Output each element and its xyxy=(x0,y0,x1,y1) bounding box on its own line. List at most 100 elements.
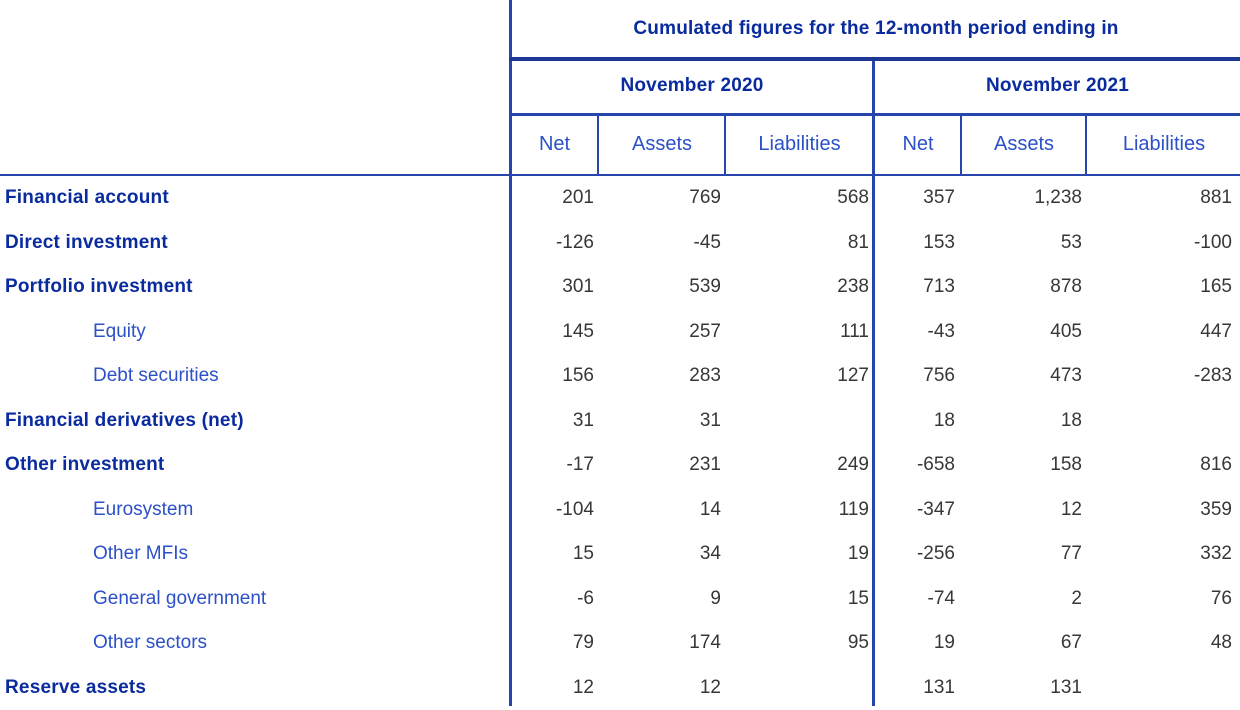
cell-net-2021: 153 xyxy=(923,231,955,253)
table-row: General government -6 9 15 -74 2 76 xyxy=(0,577,1240,622)
row-label: Direct investment xyxy=(5,231,168,253)
column-group-november-2020: November 2020 xyxy=(620,75,764,96)
cell-assets-2020: 9 xyxy=(710,587,721,609)
table-row: Other sectors 79 174 95 19 67 48 xyxy=(0,621,1240,666)
row-label: Reserve assets xyxy=(5,676,147,698)
row-label: Eurosystem xyxy=(93,498,194,520)
cell-assets-2021: 77 xyxy=(1060,543,1082,565)
year-group-divider-rule xyxy=(872,57,875,706)
cell-net-2020: 145 xyxy=(562,320,594,342)
column-header-assets-2021: Assets xyxy=(993,133,1055,155)
cell-net-2020: 201 xyxy=(562,187,594,209)
column-header-assets-2020: Assets xyxy=(631,133,693,155)
cell-net-2021: -658 xyxy=(916,454,955,476)
cell-net-2020: -6 xyxy=(577,587,594,609)
row-label: Other MFIs xyxy=(93,543,189,565)
cell-assets-2021: 473 xyxy=(1050,365,1082,387)
header-middle-rule xyxy=(509,113,1240,116)
header-top-rule xyxy=(509,57,1240,61)
table-row: Reserve assets 12 12 131 131 xyxy=(0,666,1240,710)
cell-assets-2021: 53 xyxy=(1060,231,1082,253)
cell-liabilities-2020: 19 xyxy=(847,543,869,565)
cell-assets-2020: -45 xyxy=(693,231,721,253)
cell-liabilities-2020: 238 xyxy=(837,276,869,298)
table-row: Direct investment -126 -45 81 153 53 -10… xyxy=(0,221,1240,266)
column-header-net-2021: Net xyxy=(902,133,934,155)
cell-net-2020: -104 xyxy=(555,498,594,520)
cell-assets-2020: 174 xyxy=(689,632,721,654)
column-header-liabilities-2020: Liabilities xyxy=(758,133,841,155)
cell-liabilities-2020: 95 xyxy=(847,632,869,654)
cell-net-2021: 713 xyxy=(923,276,955,298)
cell-liabilities-2020: 111 xyxy=(840,320,869,342)
cell-liabilities-2020: 81 xyxy=(847,231,869,253)
table-row: Eurosystem -104 14 119 -347 12 359 xyxy=(0,488,1240,533)
net-assets-divider-2020 xyxy=(597,115,599,176)
cell-liabilities-2021: 332 xyxy=(1200,543,1232,565)
row-label: Other investment xyxy=(5,454,165,476)
cell-liabilities-2021: -283 xyxy=(1193,365,1232,387)
table-row: Other investment -17 231 249 -658 158 81… xyxy=(0,443,1240,488)
cell-assets-2021: 12 xyxy=(1060,498,1082,520)
cell-assets-2020: 31 xyxy=(699,409,721,431)
cell-liabilities-2021: -100 xyxy=(1193,231,1232,253)
cell-liabilities-2021: 447 xyxy=(1200,320,1232,342)
cell-net-2021: 18 xyxy=(933,409,955,431)
cell-liabilities-2021: 881 xyxy=(1200,187,1232,209)
cell-net-2021: -43 xyxy=(927,320,955,342)
cell-assets-2021: 878 xyxy=(1050,276,1082,298)
cell-assets-2021: 405 xyxy=(1050,320,1082,342)
cell-assets-2020: 231 xyxy=(689,454,721,476)
row-label: Equity xyxy=(93,320,146,342)
cell-net-2021: 19 xyxy=(933,632,955,654)
cell-net-2021: -74 xyxy=(927,587,955,609)
row-label: Debt securities xyxy=(93,365,219,387)
row-label: Financial derivatives (net) xyxy=(5,409,244,431)
cell-liabilities-2021: 816 xyxy=(1200,454,1232,476)
table-body: Financial account 201 769 568 357 1,238 … xyxy=(0,176,1240,710)
spanning-header-title: Cumulated figures for the 12-month perio… xyxy=(633,17,1119,39)
cell-assets-2021: 2 xyxy=(1071,587,1082,609)
row-label: Portfolio investment xyxy=(5,276,193,298)
cell-assets-2020: 539 xyxy=(689,276,721,298)
row-label: Other sectors xyxy=(93,632,208,654)
table-row: Equity 145 257 111 -43 405 447 xyxy=(0,310,1240,355)
assets-liabilities-divider-2021 xyxy=(1085,115,1087,176)
cell-net-2021: -347 xyxy=(916,498,955,520)
cell-net-2020: 12 xyxy=(572,676,594,698)
table-left-data-rule xyxy=(509,0,512,706)
cell-net-2020: 31 xyxy=(572,409,594,431)
cell-assets-2020: 283 xyxy=(689,365,721,387)
cell-assets-2020: 769 xyxy=(689,187,721,209)
cell-assets-2021: 131 xyxy=(1050,676,1082,698)
cell-net-2021: 756 xyxy=(923,365,955,387)
column-group-november-2021: November 2021 xyxy=(985,75,1130,96)
cell-net-2020: 156 xyxy=(562,365,594,387)
column-header-liabilities-2021: Liabilities xyxy=(1122,133,1206,155)
cell-net-2021: 131 xyxy=(923,676,955,698)
cell-liabilities-2021: 76 xyxy=(1210,587,1232,609)
cell-net-2021: -256 xyxy=(916,543,955,565)
cell-assets-2021: 1,238 xyxy=(1034,187,1082,209)
cell-assets-2020: 34 xyxy=(699,543,721,565)
cell-assets-2021: 158 xyxy=(1050,454,1082,476)
table-row: Debt securities 156 283 127 756 473 -283 xyxy=(0,354,1240,399)
cell-net-2020: -126 xyxy=(555,231,594,253)
cell-liabilities-2020: 568 xyxy=(837,187,869,209)
cell-liabilities-2021: 165 xyxy=(1200,276,1232,298)
net-assets-divider-2021 xyxy=(960,115,962,176)
cell-liabilities-2021: 359 xyxy=(1200,498,1232,520)
cell-net-2021: 357 xyxy=(923,187,955,209)
cell-assets-2021: 18 xyxy=(1060,409,1082,431)
header-bottom-rule xyxy=(0,174,1240,176)
cell-net-2020: 301 xyxy=(562,276,594,298)
table-row: Portfolio investment 301 539 238 713 878… xyxy=(0,265,1240,310)
cell-liabilities-2020: 249 xyxy=(837,454,869,476)
cell-assets-2020: 257 xyxy=(689,320,721,342)
table-row: Financial account 201 769 568 357 1,238 … xyxy=(0,176,1240,221)
cell-net-2020: -17 xyxy=(566,454,594,476)
row-label: Financial account xyxy=(5,187,169,209)
cell-assets-2021: 67 xyxy=(1060,632,1082,654)
table-row: Financial derivatives (net) 31 31 18 18 xyxy=(0,399,1240,444)
